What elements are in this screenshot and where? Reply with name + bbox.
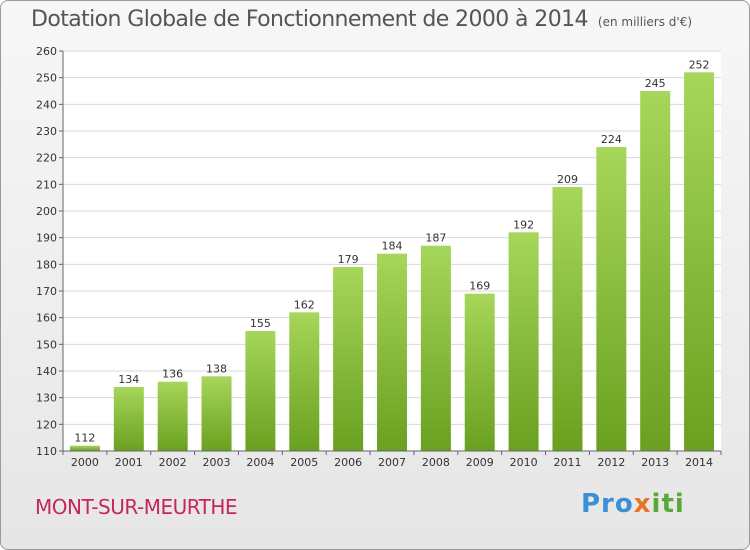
y-tick-label: 260: [36, 45, 57, 58]
y-tick-label: 120: [36, 418, 57, 431]
y-tick-label: 130: [36, 392, 57, 405]
value-label: 138: [206, 362, 227, 375]
x-tick-label: 2003: [203, 456, 231, 469]
value-label: 179: [338, 253, 359, 266]
value-label: 184: [382, 240, 403, 253]
y-tick-label: 250: [36, 72, 57, 85]
value-label: 224: [601, 133, 622, 146]
value-label: 245: [645, 77, 666, 90]
proxiti-logo[interactable]: Proxiti: [581, 489, 685, 519]
y-tick-label: 160: [36, 312, 57, 325]
bar-2011[interactable]: [552, 187, 583, 451]
y-tick-label: 200: [36, 205, 57, 218]
x-tick-label: 2005: [290, 456, 318, 469]
value-label: 187: [425, 232, 446, 245]
bar-2001[interactable]: [113, 387, 144, 451]
value-label: 134: [118, 373, 139, 386]
value-label: 162: [294, 298, 315, 311]
bar-2009[interactable]: [464, 293, 495, 451]
bar-2007[interactable]: [377, 253, 407, 451]
town-name: MONT-SUR-MEURTHE: [35, 495, 238, 519]
y-tick-label: 220: [36, 152, 57, 165]
bar-2004[interactable]: [245, 331, 276, 451]
y-tick-label: 180: [36, 258, 57, 271]
x-tick-label: 2001: [115, 456, 143, 469]
y-tick-label: 170: [36, 285, 57, 298]
bar-2010[interactable]: [508, 232, 539, 451]
y-tick-label: 110: [36, 445, 57, 458]
y-tick-label: 190: [36, 232, 57, 245]
x-tick-label: 2006: [334, 456, 362, 469]
x-tick-label: 2013: [641, 456, 669, 469]
value-label: 209: [557, 173, 578, 186]
x-tick-label: 2002: [159, 456, 187, 469]
x-tick-label: 2014: [685, 456, 713, 469]
bar-2002[interactable]: [157, 381, 188, 451]
value-label: 136: [162, 368, 183, 381]
bar-2000[interactable]: [69, 445, 100, 451]
y-tick-label: 210: [36, 178, 57, 191]
bar-2003[interactable]: [201, 376, 232, 451]
x-tick-label: 2011: [553, 456, 581, 469]
y-tick-label: 140: [36, 365, 57, 378]
x-tick-label: 2007: [378, 456, 406, 469]
value-label: 155: [250, 317, 271, 330]
value-label: 192: [513, 218, 534, 231]
y-tick-label: 240: [36, 98, 57, 111]
bar-2014[interactable]: [684, 72, 715, 451]
value-label: 252: [689, 58, 710, 71]
x-tick-label: 2009: [466, 456, 494, 469]
value-label: 112: [74, 432, 95, 445]
unit-note: (en milliers d'€): [597, 15, 693, 29]
bar-2008[interactable]: [420, 245, 451, 451]
x-tick-label: 2004: [246, 456, 274, 469]
value-label: 169: [469, 280, 490, 293]
y-tick-label: 150: [36, 338, 57, 351]
x-tick-label: 2000: [71, 456, 99, 469]
bar-2012[interactable]: [596, 147, 627, 451]
bar-2005[interactable]: [289, 312, 320, 451]
chart-title: Dotation Globale de Fonctionnement de 20…: [31, 7, 693, 32]
x-tick-label: 2012: [597, 456, 625, 469]
x-tick-label: 2010: [510, 456, 538, 469]
y-tick-label: 230: [36, 125, 57, 138]
bar-2006[interactable]: [333, 267, 364, 451]
x-tick-label: 2008: [422, 456, 450, 469]
bar-2013[interactable]: [640, 91, 671, 451]
